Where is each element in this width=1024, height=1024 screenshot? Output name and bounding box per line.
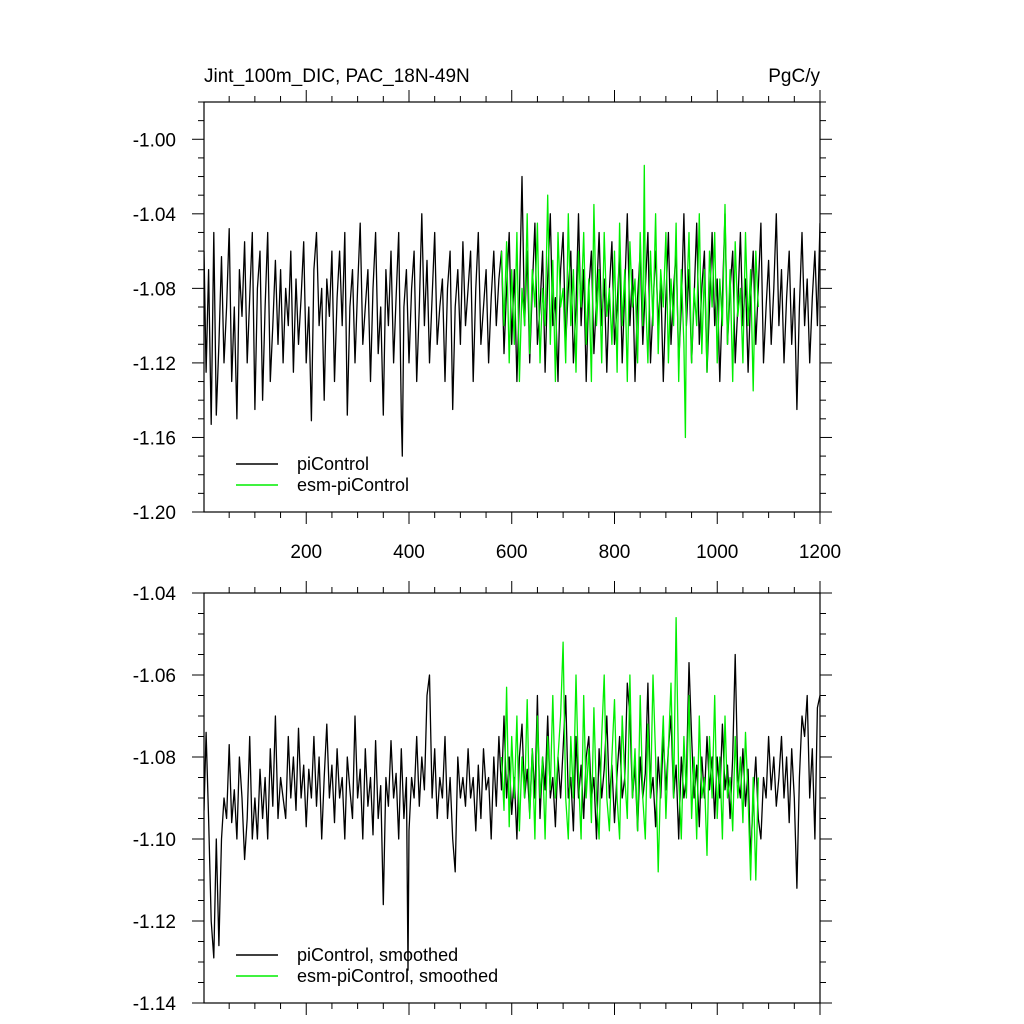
- bottom-panel: -1.14 -1.12 -1.10 -1.08 -1.06 -1.04 piControl,…: [133, 581, 832, 1015]
- legend-label: esm-piControl: [297, 475, 409, 495]
- y-tick-label: -1.04: [133, 584, 177, 605]
- y-tick-label: -1.12: [133, 912, 176, 933]
- series-line-picontrol: [204, 653, 820, 971]
- x-tick-label: 200: [290, 542, 322, 563]
- legend-label: piControl: [297, 454, 369, 474]
- y-tick-label: -1.14: [133, 994, 177, 1015]
- top-panel: -1.20 -1.16 -1.12 -1.08 -1.04 -1.00 200 400 600 8…: [133, 90, 841, 563]
- y-tick-label: -1.08: [133, 279, 176, 300]
- series-line-esm-picontrol: [500, 164, 759, 439]
- plot-frame: [203, 101, 821, 513]
- legend-label: piControl, smoothed: [297, 945, 458, 965]
- y-tick-label: -1.12: [133, 354, 176, 375]
- chart-title: Jint_100m_DIC, PAC_18N-49N: [204, 66, 470, 87]
- y-tick-label: -1.06: [133, 666, 176, 687]
- x-tick-label: 1200: [799, 542, 841, 563]
- x-tick-label: 400: [393, 542, 425, 563]
- y-tick-label: -1.04: [133, 205, 177, 226]
- series-line-picontrol: [204, 175, 820, 457]
- y-tick-label: -1.20: [133, 503, 176, 524]
- legend-label: esm-piControl, smoothed: [297, 966, 498, 986]
- y-tick-label: -1.08: [133, 748, 176, 769]
- x-tick-label: 800: [599, 542, 631, 563]
- x-tick-label: 1000: [696, 542, 738, 563]
- y-tick-label: -1.16: [133, 428, 176, 449]
- series-line-esm-picontrol: [500, 616, 759, 881]
- units-label: PgC/y: [768, 66, 820, 87]
- x-tick-label: 600: [496, 542, 528, 563]
- y-tick-label: -1.00: [133, 130, 176, 151]
- y-tick-label: -1.10: [133, 830, 176, 851]
